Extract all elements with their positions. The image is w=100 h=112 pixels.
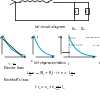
Text: The lines give out: The lines give out — [85, 37, 100, 38]
Text: $v$: $v$ — [57, 34, 60, 40]
Bar — [74, 9, 78, 15]
Text: $v$: $v$ — [30, 58, 33, 64]
Text: (b) characteristics: (b) characteristics — [34, 60, 66, 64]
Text: $i_{R_0}$: $i_{R_0}$ — [0, 38, 1, 46]
Text: $i$: $i$ — [30, 34, 32, 41]
Text: $R_a i_0$: $R_a i_0$ — [80, 25, 86, 32]
Text: $t_0$: $t_0$ — [66, 59, 70, 67]
Text: $t$: $t$ — [98, 58, 100, 65]
Text: $R_0$: $R_0$ — [84, 8, 89, 16]
Text: Electric laws: Electric laws — [4, 65, 24, 69]
Text: $i_0$: $i_0$ — [36, 33, 40, 41]
Text: $t$: $t$ — [57, 58, 61, 65]
Text: Kirchhoff's laws: Kirchhoff's laws — [4, 77, 29, 81]
Text: $R_a$: $R_a$ — [73, 8, 78, 16]
Text: $v_a=\frac{E_0}{R_0}$: $v_a=\frac{E_0}{R_0}$ — [7, 61, 16, 68]
Text: $L\,\frac{di}{dt} = -(R_0 + R_a)\cdot i + e \;=\; L\,\frac{di}{dt}$: $L\,\frac{di}{dt} = -(R_0 + R_a)\cdot i … — [26, 69, 74, 79]
Text: (a) circuit diagram: (a) circuit diagram — [35, 25, 65, 29]
Text: $l\cdot r_0 = e_0 + e_a\,\frac{di_0}{dt}\cdot l_0$: $l\cdot r_0 = e_0 + e_a\,\frac{di_0}{dt}… — [34, 82, 66, 92]
Text: $i$: $i$ — [13, 0, 15, 1]
Text: $t_0$: $t_0$ — [43, 59, 47, 67]
Text: $i$: $i$ — [0, 34, 2, 41]
Text: $u=R_0$: $u=R_0$ — [92, 43, 100, 48]
Bar — [84, 9, 88, 15]
Text: $R_0 i_0$: $R_0 i_0$ — [71, 25, 77, 32]
